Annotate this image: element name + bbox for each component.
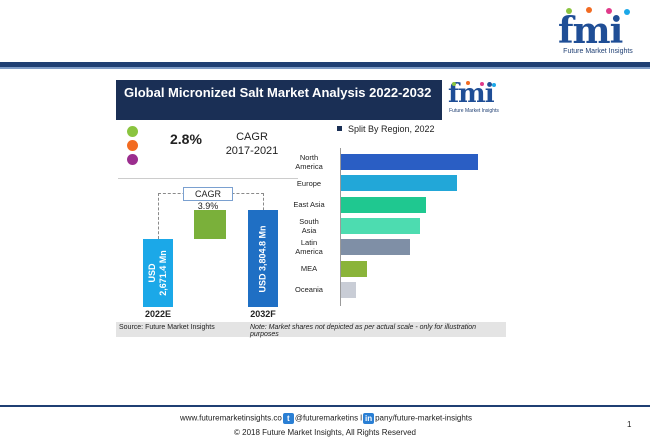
summary-divider [118,178,298,179]
region-label-line: America [295,162,323,171]
logo-caption: Future Market Insights [563,48,633,55]
cagr-value: 2.8% [170,131,202,147]
logo-small-dot-pink [480,82,484,86]
logo-dot-cyan [624,9,630,15]
region-label-line: East Asia [293,200,325,210]
copyright: © 2018 Future Market Insights, All Right… [234,428,416,437]
region-label-north-america: North America [279,153,339,171]
twitter-handle[interactable]: @futuremarketins l [294,413,363,423]
region-label-line: North [299,153,319,162]
page-number: 1 [627,420,632,429]
logo-small-caption: Future Market Insights [449,108,499,114]
region-label-line: Asia [301,225,317,235]
note-text: Note: Market shares not depicted as per … [250,324,477,338]
source-text: Source: Future Market Insights [119,324,215,331]
logo-dot-pink [606,8,612,14]
region-bar-latin-america [341,239,410,256]
fmi-logo: fmi Future Market Insights [556,7,640,60]
region-label-line: Oceania [295,285,323,295]
region-bar-mea [341,260,368,277]
region-label-line: MEA [300,264,318,273]
region-label-mea: MEA [279,264,339,273]
cagr-period: 2017-2021 [225,145,279,157]
bar-2022e-label-line2: 2,671.4 Mn [158,250,168,296]
cagr-badge: CAGR 3.9% [183,187,233,211]
region-label-line: America [295,247,323,257]
legend-dot-green [127,126,138,137]
cagr-label: CAGR 2017-2021 [222,130,282,158]
slide-title-bar: Global Micronized Salt Market Analysis 2… [116,80,442,120]
region-bar-east-asia [341,196,426,213]
source-bar: Source: Future Market Insights Note: Mar… [116,322,506,338]
bar-2022e-label: USD 2,671.4 Mn [147,250,169,296]
region-label-line: Latin [300,238,318,248]
header-divider-light [0,67,650,69]
logo-letters: fmi [558,10,623,52]
split-title: Split By Region, 2022 [348,124,435,134]
bar-2022e: USD 2,671.4 Mn [143,239,173,307]
footer-links: www.futuremarketinsights.co t @futuremarke… [180,413,480,424]
logo-small-dot-cyan [492,83,496,87]
region-label-east-asia: East Asia [279,200,339,209]
logo-dot-orange [586,7,592,13]
bar-2032f-label: USD 3,804.8 Mn [258,225,269,292]
region-bar-south-asia [341,217,421,234]
fmi-logo-small: fmi Future Market Insights [442,80,506,120]
legend-dot-purple [127,154,138,165]
region-label-europe: Europe [279,179,339,188]
linkedin-icon[interactable]: in [363,413,375,424]
region-label-south-asia: South Asia [279,217,339,235]
category-2022e: 2022E [144,309,172,319]
split-title-marker [337,126,342,131]
region-label-latin-america: Latin America [279,238,339,256]
header-divider [0,62,650,67]
category-2032f: 2032F [250,309,276,319]
region-label-line: South [299,216,319,226]
region-axis [340,148,341,306]
linkedin-link[interactable]: pany/future-market-insights [375,413,473,423]
legend-dot-orange [127,140,138,151]
cagr-label-text: CAGR [236,131,268,143]
twitter-icon[interactable]: t [282,413,294,424]
footer-divider [0,405,650,407]
logo-small-dot-green [452,82,456,86]
bar-2032f: USD 3,804.8 Mn [248,210,278,307]
bar-increment [194,210,226,239]
region-label-line: Europe [296,178,322,188]
logo-small-dot-orange [466,81,470,85]
region-bar-europe [341,175,458,192]
website-link[interactable]: www.futuremarketinsights.co [180,413,282,423]
bar-2032f-label-line1: USD 3,804.8 Mn [257,224,268,293]
region-bar-oceania [341,281,357,298]
logo-dot-green [566,8,572,14]
region-bar-north-america [341,154,478,170]
bar-2022e-label-line1: USD [147,263,157,283]
slide-title: Global Micronized Salt Market Analysis 2… [124,85,432,100]
region-label-oceania: Oceania [279,285,339,294]
